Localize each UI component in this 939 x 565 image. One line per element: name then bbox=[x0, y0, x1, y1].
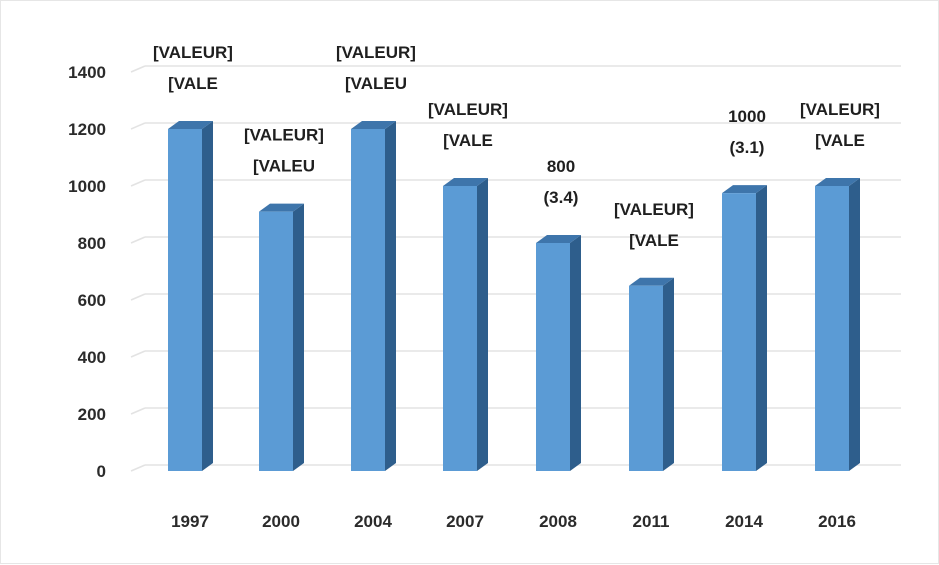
data-label: [VALEU bbox=[253, 157, 315, 176]
x-tick-label: 2000 bbox=[262, 512, 300, 531]
bar-front bbox=[536, 243, 570, 471]
data-label: [VALE bbox=[629, 231, 679, 250]
bar-front bbox=[259, 211, 293, 471]
data-label: [VALEUR] bbox=[428, 100, 508, 119]
y-axis-ticks: 0 200 400 600 800 1000 1200 1400 bbox=[68, 63, 106, 481]
bar-side bbox=[663, 277, 674, 471]
y-tick-label: 1000 bbox=[68, 177, 106, 196]
bar-side bbox=[849, 178, 860, 471]
bar-top bbox=[815, 178, 860, 186]
data-label: [VALE bbox=[443, 131, 493, 150]
bar-front bbox=[629, 285, 663, 471]
y-tick-label: 0 bbox=[97, 462, 106, 481]
gridline-perspective bbox=[130, 122, 146, 130]
data-label: [VALEUR] bbox=[800, 100, 880, 119]
x-axis-ticks: 1997 2000 2004 2007 2008 2011 2014 2016 bbox=[171, 512, 856, 531]
bar-front bbox=[168, 129, 202, 471]
data-label: [VALE bbox=[815, 131, 865, 150]
bar-top bbox=[722, 185, 767, 194]
bar-side bbox=[293, 203, 304, 471]
bar-front bbox=[722, 193, 756, 471]
x-tick-label: 2004 bbox=[354, 512, 392, 531]
bar-2016 bbox=[815, 178, 860, 471]
bar-top bbox=[351, 121, 396, 129]
y-tick-label: 600 bbox=[78, 291, 106, 310]
gridline-perspective bbox=[130, 350, 146, 358]
bars bbox=[168, 121, 860, 471]
bar-1997 bbox=[168, 121, 213, 471]
gridline-perspective bbox=[130, 407, 146, 415]
bar-side bbox=[385, 121, 396, 471]
bar-2014 bbox=[722, 185, 767, 471]
data-label: [VALEUR] bbox=[153, 43, 233, 62]
data-label: 1000 bbox=[728, 107, 766, 126]
data-label: [VALEUR] bbox=[244, 126, 324, 145]
bar-front bbox=[351, 129, 385, 471]
data-label: [VALE bbox=[168, 74, 218, 93]
gridline-perspective bbox=[130, 65, 146, 73]
data-label: (3.4) bbox=[544, 188, 579, 207]
x-tick-label: 2016 bbox=[818, 512, 856, 531]
data-label: [VALEUR] bbox=[336, 43, 416, 62]
bar-2004 bbox=[351, 121, 396, 471]
data-label: [VALEU bbox=[345, 74, 407, 93]
x-tick-label: 1997 bbox=[171, 512, 209, 531]
bar-side bbox=[756, 185, 767, 471]
x-tick-label: 2014 bbox=[725, 512, 763, 531]
bar-top bbox=[629, 277, 674, 286]
data-label: 800 bbox=[547, 157, 575, 176]
bar-2011 bbox=[629, 277, 674, 471]
bar-top bbox=[259, 203, 304, 212]
bar-2008 bbox=[536, 235, 581, 471]
gridline-perspective bbox=[130, 179, 146, 187]
x-tick-label: 2011 bbox=[633, 512, 670, 531]
y-tick-label: 1400 bbox=[68, 63, 106, 82]
bar-side bbox=[477, 178, 488, 471]
data-label: (3.1) bbox=[730, 138, 765, 157]
bar-top bbox=[536, 235, 581, 243]
y-tick-label: 800 bbox=[78, 234, 106, 253]
x-tick-label: 2007 bbox=[446, 512, 484, 531]
y-tick-label: 200 bbox=[78, 405, 106, 424]
bar-side bbox=[570, 235, 581, 471]
data-labels: [VALEUR] [VALE [VALEUR] [VALEU [VALEUR] [VALE… bbox=[153, 43, 880, 250]
gridline-perspective bbox=[130, 464, 146, 472]
y-tick-label: 1200 bbox=[68, 120, 106, 139]
bar-front bbox=[815, 186, 849, 471]
y-tick-label: 400 bbox=[78, 348, 106, 367]
bar-2007 bbox=[443, 178, 488, 471]
data-label: [VALEUR] bbox=[614, 200, 694, 219]
bar-top bbox=[443, 178, 488, 186]
x-tick-label: 2008 bbox=[539, 512, 577, 531]
gridline-perspective bbox=[130, 293, 146, 301]
bar-front bbox=[443, 186, 477, 471]
bar-top bbox=[168, 121, 213, 129]
gridline-perspective bbox=[130, 236, 146, 244]
bar-2000 bbox=[259, 203, 304, 471]
bar-side bbox=[202, 121, 213, 471]
